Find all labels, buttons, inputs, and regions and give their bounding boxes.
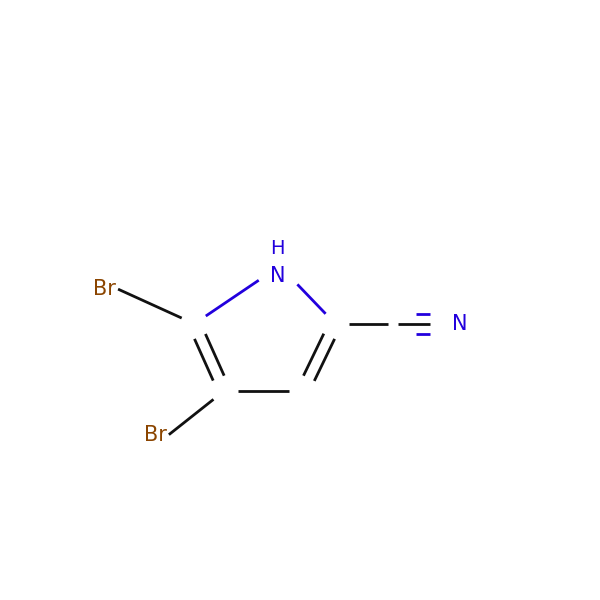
Text: N: N (270, 266, 285, 286)
Text: Br: Br (93, 279, 116, 299)
Text: H: H (270, 239, 285, 259)
Text: Br: Br (144, 425, 167, 445)
Text: N: N (452, 314, 467, 334)
